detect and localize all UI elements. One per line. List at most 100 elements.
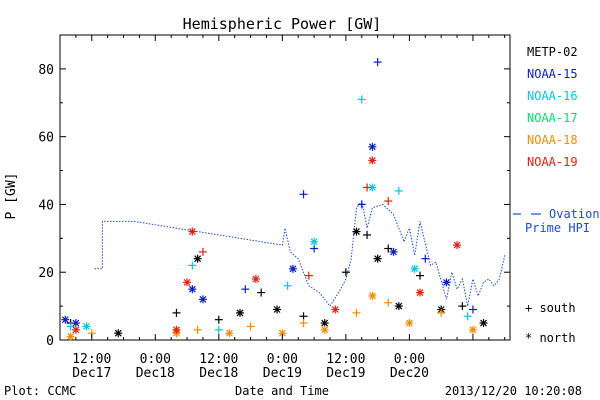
y-tick-label: 20	[38, 266, 54, 281]
x-tick-label-time: 12:00	[72, 352, 111, 367]
data-point	[394, 186, 403, 195]
data-point	[71, 319, 80, 328]
data-point	[214, 315, 223, 324]
data-point	[373, 254, 382, 263]
x-tick-label-date: Dec17	[72, 366, 111, 381]
y-tick-label: 80	[38, 63, 54, 78]
series-noaa-16	[66, 95, 472, 334]
data-point	[357, 200, 366, 209]
legend: METP-02 NOAA-15 NOAA-16 NOAA-17 NOAA-18 NOAA-…	[513, 45, 600, 345]
x-tick-label-date: Dec19	[326, 366, 365, 381]
data-point	[257, 288, 266, 297]
data-point	[172, 325, 181, 334]
x-tick-label-time: 12:00	[199, 352, 238, 367]
data-point	[357, 95, 366, 104]
marks-layer	[61, 58, 488, 341]
data-point	[246, 322, 255, 331]
data-point	[214, 325, 223, 334]
y-tick-label: 40	[38, 198, 54, 213]
x-tick-label-time: 0:00	[394, 352, 425, 367]
data-point	[416, 271, 424, 280]
legend-ovation-label: Prime HPI	[525, 221, 590, 235]
y-tick-label: 0	[46, 334, 54, 349]
data-point	[310, 237, 319, 246]
x-tick-label-time: 0:00	[267, 352, 298, 367]
data-point	[416, 288, 424, 297]
data-point	[363, 230, 372, 239]
data-point	[389, 247, 398, 256]
data-point	[468, 325, 477, 334]
legend-entry: NOAA-17	[527, 111, 578, 125]
data-point	[479, 319, 488, 328]
data-point	[251, 275, 260, 283]
data-point	[188, 285, 197, 294]
data-point	[193, 254, 202, 263]
data-point	[198, 247, 207, 256]
legend-ovation-label: Ovation	[549, 207, 600, 221]
data-point	[241, 285, 250, 294]
data-point	[331, 305, 340, 314]
legend-north-marker: * north	[525, 331, 576, 345]
data-point	[352, 227, 361, 236]
data-point	[288, 264, 297, 273]
data-point	[183, 278, 192, 287]
data-point	[368, 142, 377, 151]
data-point	[193, 325, 202, 334]
data-point	[114, 329, 123, 338]
legend-entry: METP-02	[527, 45, 578, 59]
ovation-line	[94, 199, 506, 307]
data-point	[368, 291, 377, 300]
x-axis-label: Date and Time	[235, 384, 329, 398]
footer-timestamp: 2013/12/20 10:20:08	[445, 384, 582, 398]
data-point	[273, 305, 282, 314]
data-point	[198, 295, 207, 304]
data-point	[341, 268, 350, 277]
data-point	[384, 298, 393, 307]
legend-entry: NOAA-16	[527, 89, 578, 103]
ovation-layer	[94, 199, 506, 307]
data-point	[463, 312, 472, 321]
data-point	[437, 308, 446, 317]
data-point	[188, 227, 197, 236]
data-point	[320, 325, 329, 334]
data-point	[299, 312, 308, 321]
data-point	[66, 322, 75, 331]
data-point	[283, 281, 292, 290]
data-point	[172, 308, 181, 317]
legend-entry: NOAA-15	[527, 67, 578, 81]
data-point	[384, 244, 393, 253]
x-tick-label-time: 0:00	[140, 352, 171, 367]
chart-title: Hemispheric Power [GW]	[183, 15, 382, 33]
legend-entry: NOAA-19	[527, 155, 578, 169]
data-point	[188, 261, 197, 270]
legend-south-marker: + south	[525, 301, 576, 315]
y-tick-label: 60	[38, 131, 54, 146]
plot-frame	[59, 34, 511, 341]
data-point	[363, 183, 372, 192]
legend-entry: NOAA-18	[527, 133, 578, 147]
data-point	[368, 156, 377, 165]
data-point	[468, 305, 477, 314]
data-point	[236, 308, 244, 317]
x-tick-label-date: Dec18	[136, 366, 175, 381]
data-point	[458, 302, 467, 311]
x-tick-label-date: Dec18	[199, 366, 238, 381]
data-point	[82, 322, 91, 331]
data-point	[421, 254, 430, 263]
data-point	[320, 319, 329, 328]
data-point	[71, 325, 80, 334]
data-point	[453, 241, 462, 250]
x-tick-label-date: Dec19	[263, 366, 302, 381]
data-point	[299, 319, 308, 328]
data-point	[304, 271, 313, 280]
data-point	[373, 58, 382, 67]
data-point	[410, 264, 419, 273]
data-point	[394, 302, 403, 311]
data-point	[442, 278, 451, 287]
series-noaa-18	[66, 291, 477, 341]
data-point	[299, 190, 308, 199]
data-point	[66, 332, 75, 341]
data-point	[405, 319, 414, 328]
data-point	[384, 197, 393, 206]
